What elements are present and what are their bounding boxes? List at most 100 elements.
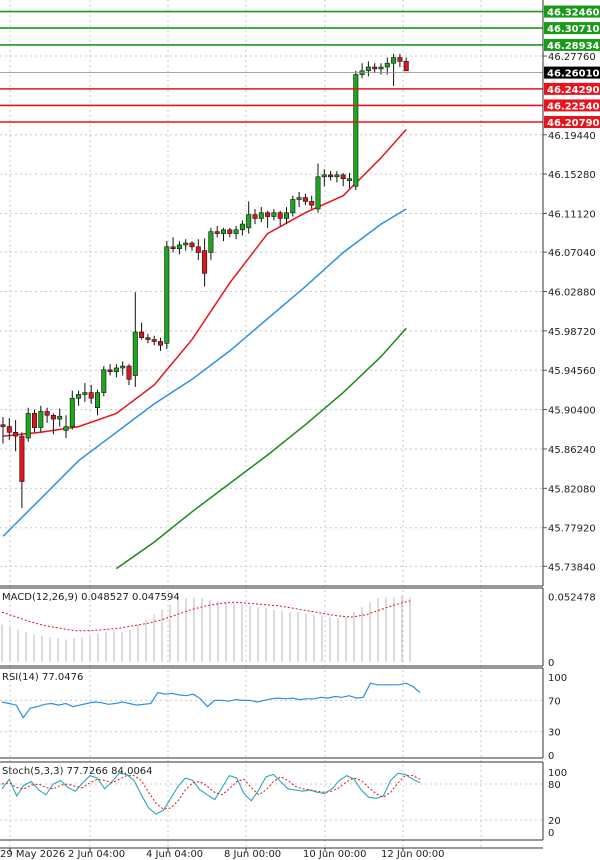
candle-body-down: [227, 229, 233, 234]
candle: [359, 63, 365, 79]
candle-body-down: [403, 61, 409, 72]
stoch-label: Stoch(5,3,3) 77.7266 84.0064: [2, 766, 153, 777]
candle: [258, 207, 264, 223]
candle: [50, 413, 56, 435]
candle: [19, 432, 25, 509]
rsi-tick-label: 30: [548, 728, 561, 739]
time-tick-label: 29 May 2026: [0, 849, 65, 860]
candle-body-down: [19, 435, 25, 482]
time-tick-label: 12 Jun 00:00: [381, 849, 445, 860]
candle: [76, 390, 82, 406]
candle: [139, 322, 145, 340]
candle-body-down: [107, 369, 113, 373]
price-tick-label: 46.02880: [548, 287, 596, 298]
candle: [340, 172, 346, 187]
candle-body-down: [0, 424, 6, 427]
price-level-tag: [544, 115, 600, 128]
price-axis: 46.27760 46.19440 46.15280 46.11120 46.07040…: [0, 0, 596, 587]
candle-body-up: [63, 426, 69, 431]
candle: [227, 227, 233, 238]
candle-body-up: [120, 365, 126, 369]
candle: [302, 193, 308, 206]
price-tick-label: 46.11120: [548, 210, 596, 221]
candle: [309, 195, 315, 209]
candle: [328, 171, 334, 181]
candle-body-up: [246, 214, 252, 229]
candle-body-up: [183, 242, 189, 246]
candle-body-down: [372, 66, 378, 70]
macd-label: MACD(12,26,9) 0.048527 0.047594: [2, 592, 180, 603]
candle: [233, 225, 239, 240]
candle: [31, 409, 37, 433]
price-level-label: 46.20790: [547, 118, 600, 129]
candle: [246, 201, 252, 234]
candle: [126, 364, 132, 385]
price-level-tag: [544, 5, 600, 18]
time-tick-label: 8 Jun 00:00: [224, 849, 281, 860]
price-tick-label: 45.77920: [548, 524, 596, 535]
time-tick-label: 10 Jun 00:00: [303, 849, 367, 860]
candle-body-down: [158, 341, 164, 346]
stoch-d-line: [1, 775, 421, 810]
current-price-tag: [544, 66, 600, 79]
candle: [277, 210, 283, 226]
candle-body-up: [378, 66, 384, 70]
candle-body-up: [82, 392, 88, 395]
candle-body-down: [50, 414, 56, 420]
price-tick-label: 46.19440: [548, 131, 596, 142]
stoch-k-line: [1, 772, 421, 815]
candle: [283, 207, 289, 225]
candle-body-down: [328, 174, 334, 178]
candle-body-down: [202, 250, 208, 274]
candle-body-up: [391, 57, 397, 64]
candle-body-up: [258, 212, 264, 219]
candle: [0, 417, 6, 444]
candle: [290, 195, 296, 217]
candle: [183, 239, 189, 251]
candle-body-down: [6, 426, 12, 433]
stoch-tick-label: 0: [548, 828, 554, 839]
price-tick-label: 46.15280: [548, 170, 596, 181]
price-tick-label: 45.86240: [548, 445, 596, 456]
candle-body-up: [239, 223, 245, 231]
candle-body-up: [321, 174, 327, 178]
time-axis: 29 May 2026 2 Jun 04:00 4 Jun 04:00 8 Jun 0…: [0, 847, 543, 860]
candle: [384, 57, 390, 75]
candle-body-up: [95, 392, 101, 409]
candle-body-down: [88, 392, 94, 399]
candle-body-up: [221, 229, 227, 234]
candle-body-up: [38, 411, 44, 428]
candle: [365, 61, 371, 77]
stoch-tick-label: 80: [548, 780, 561, 791]
candle-body-down: [145, 337, 151, 340]
candle-body-down: [13, 432, 19, 437]
candle: [265, 210, 271, 228]
candle: [145, 333, 151, 344]
candle: [6, 418, 12, 440]
moving-average-line-3: [115, 327, 407, 570]
price-level-tag: [544, 22, 600, 35]
candle-body-up: [69, 397, 75, 427]
candle: [44, 407, 50, 423]
price-level-label: 46.22540: [547, 101, 600, 112]
candle-body-up: [296, 197, 302, 200]
candle: [25, 407, 31, 442]
candle-body-down: [340, 174, 346, 179]
candle-body-up: [208, 231, 214, 253]
candle-body-up: [271, 212, 277, 217]
candle-body-up: [25, 413, 31, 439]
price-level-label: 46.32460: [547, 8, 600, 19]
price-level-label: 46.24290: [547, 85, 600, 96]
candle-body-up: [76, 394, 82, 399]
candle: [334, 171, 340, 183]
time-tick-label: 4 Jun 04:00: [146, 849, 203, 860]
candle: [195, 239, 201, 261]
candle-body-up: [132, 331, 138, 376]
candle: [403, 57, 409, 72]
candle-body-up: [283, 212, 289, 219]
price-level-label: 46.28934: [547, 41, 600, 52]
price-level-label: 46.30710: [547, 24, 600, 35]
price-level-tag: [544, 99, 600, 112]
candle: [296, 191, 302, 208]
